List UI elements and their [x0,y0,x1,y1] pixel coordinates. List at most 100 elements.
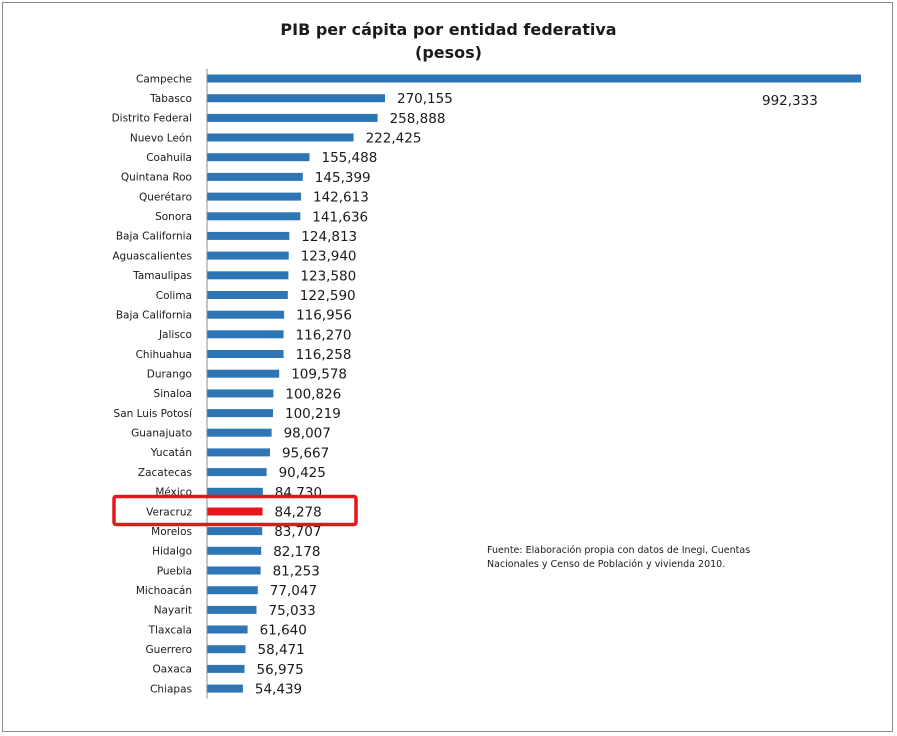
category-label-sonora-7: Sonora [155,211,192,223]
bar-puebla-25 [207,566,261,575]
category-label-michoacan-26: Michoacán [136,585,192,597]
value-label-sinaloa-16: 100,826 [285,386,341,402]
category-label-colima-11: Colima [156,290,192,302]
value-label-sonora-7: 141,636 [312,209,368,225]
category-label-campeche-0: Campeche [136,73,192,85]
bar-chiapas-31 [207,684,243,693]
value-label-chihuahua-14: 116,258 [296,347,352,363]
category-label-san-luis-potosi-17: San Luis Potosí [114,408,194,420]
bar-jalisco-13 [207,330,284,339]
chart-subtitle: (pesos) [415,43,482,62]
category-label-morelos-23: Morelos [151,526,192,538]
bar-san-luis-potosi-17 [207,409,273,418]
value-label-tlaxcala-28: 61,640 [260,623,307,639]
value-label-durango-15: 109,578 [291,367,347,383]
bar-guanajuato-18 [207,428,272,437]
category-label-baja-california-8: Baja California [116,231,192,243]
value-label-veracruz-22: 84,278 [275,505,322,521]
bar-tabasco-1 [207,94,385,103]
bar-queretaro-6 [207,192,301,201]
category-label-oaxaca-30: Oaxaca [152,664,192,676]
value-label-quintana-roo-5: 145,399 [315,170,371,186]
value-label-colima-11: 122,590 [300,288,356,304]
bar-chihuahua-14 [207,350,284,358]
bar-michoacan-26 [207,586,258,595]
source-note: Fuente: Elaboración propia con datos de … [487,545,751,570]
value-label-yucatan-19: 95,667 [282,445,329,461]
bar-mexico-21 [207,487,263,496]
value-label-zacatecas-20: 90,425 [279,465,326,481]
value-label-mexico-21: 84,730 [275,485,322,501]
category-label-jalisco-13: Jalisco [158,329,192,341]
value-label-distrito-federal-2: 258,888 [390,111,446,127]
value-label-san-luis-potosi-17: 100,219 [285,406,341,422]
bar-morelos-23 [207,527,263,536]
value-label-chiapas-31: 54,439 [255,682,302,698]
bar-baja-california-8 [207,231,290,240]
value-label-coahuila-4: 155,488 [322,150,378,166]
chart-title: PIB per cápita por entidad federativa [280,20,617,39]
bar-coahuila-4 [207,153,310,162]
value-label-puebla-25: 81,253 [273,564,320,580]
value-label-nayarit-27: 75,033 [269,603,316,619]
value-label-michoacan-26: 77,047 [270,583,317,599]
category-label-queretaro-6: Querétaro [139,191,192,203]
value-label-nuevo-leon-3: 222,425 [366,131,422,147]
value-label-morelos-23: 83,707 [274,524,321,540]
category-label-tabasco-1: Tabasco [149,93,192,105]
bar-guerrero-29 [207,645,246,654]
bar-sinaloa-16 [207,389,274,398]
value-label-aguascalientes-9: 123,940 [301,249,357,265]
value-label-guanajuato-18: 98,007 [284,426,331,442]
value-label-baja-california-12: 116,956 [296,308,352,324]
category-label-tlaxcala-28: Tlaxcala [148,624,192,636]
value-label-baja-california-8: 124,813 [301,229,357,245]
chart-title-block: PIB per cápita por entidad federativa (p… [0,18,897,64]
value-label-hidalgo-24: 82,178 [273,544,320,560]
category-label-guerrero-29: Guerrero [146,644,192,656]
value-label-jalisco-13: 116,270 [296,327,352,343]
category-label-durango-15: Durango [147,369,192,381]
category-label-quintana-roo-5: Quintana Roo [121,172,192,184]
bar-zacatecas-20 [207,468,267,477]
bar-oaxaca-30 [207,664,245,673]
category-label-chihuahua-14: Chihuahua [136,349,192,361]
bar-tamaulipas-10 [207,271,289,280]
value-label-tamaulipas-10: 123,580 [300,268,356,284]
category-label-veracruz-22: Veracruz [146,506,192,518]
value-label-tabasco-1: 270,155 [397,91,453,107]
category-label-nuevo-leon-3: Nuevo León [130,132,192,144]
category-label-tamaulipas-10: Tamaulipas [132,270,192,282]
value-label-campeche-0: 992,333 [762,93,818,109]
category-labels: Campeche Tabasco Distrito Federal Nuevo Leó… [112,73,193,695]
bars-group [207,74,861,693]
category-label-sinaloa-16: Sinaloa [154,388,192,400]
category-label-chiapas-31: Chiapas [150,683,192,695]
category-label-zacatecas-20: Zacatecas [138,467,192,479]
bar-hidalgo-24 [207,546,262,555]
bar-durango-15 [207,369,280,378]
bar-yucatan-19 [207,448,270,457]
category-label-baja-california-12: Baja California [116,310,192,322]
bar-campeche-0 [207,74,861,83]
category-label-hidalgo-24: Hidalgo [152,546,192,558]
bar-colima-11 [207,291,288,299]
category-label-puebla-25: Puebla [157,565,192,577]
bar-tlaxcala-28 [207,625,248,634]
value-labels: 992,333 270,155 258,888 222,425 155,488 145,3… [255,91,818,697]
bar-aguascalientes-9 [207,251,289,260]
highlight-box [112,494,358,527]
category-label-guanajuato-18: Guanajuato [131,428,192,440]
category-label-distrito-federal-2: Distrito Federal [112,113,192,125]
bar-sonora-7 [207,212,301,221]
bar-nuevo-leon-3 [207,133,354,142]
category-label-yucatan-19: Yucatán [150,447,192,459]
bar-distrito-federal-2 [207,113,378,122]
bar-baja-california-12 [207,310,285,319]
bar-nayarit-27 [207,605,257,614]
value-label-guerrero-29: 58,471 [258,642,305,658]
bar-veracruz-22 [207,507,263,516]
value-label-queretaro-6: 142,613 [313,190,369,206]
